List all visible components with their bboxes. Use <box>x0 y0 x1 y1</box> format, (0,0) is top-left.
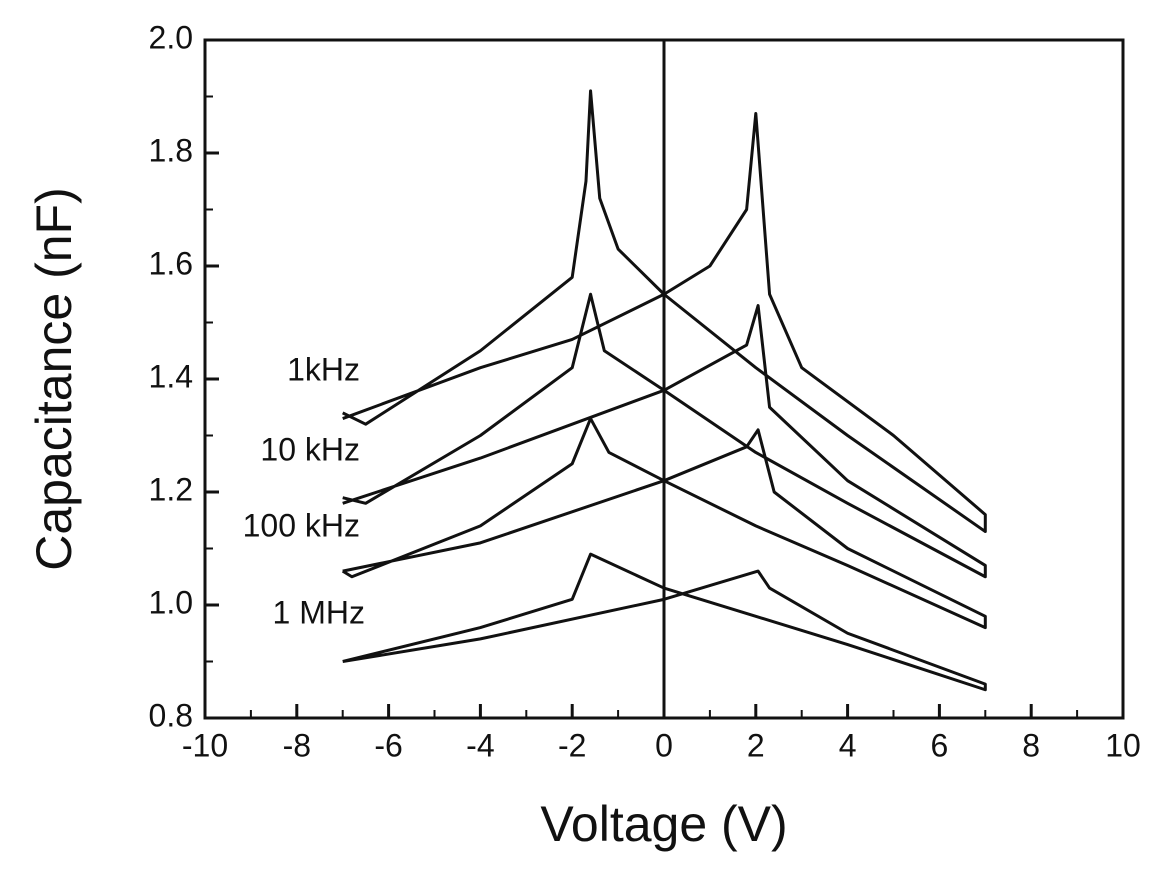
series-label: 1 MHz <box>273 594 365 630</box>
series-line <box>342 552 987 692</box>
y-tick-label: 1.2 <box>149 471 193 507</box>
series-label: 1kHz <box>287 351 360 387</box>
x-tick-label: -2 <box>558 727 586 763</box>
y-axis-title: Capacitance (nF) <box>26 187 82 571</box>
series-label: 100 kHz <box>243 507 360 543</box>
x-tick-label: -6 <box>374 727 402 763</box>
y-tick-label: 1.0 <box>149 584 193 620</box>
x-tick-label: 2 <box>747 727 765 763</box>
x-axis-title: Voltage (V) <box>540 796 787 852</box>
series-line <box>342 292 987 579</box>
series-line <box>342 89 987 534</box>
x-tick-label: -10 <box>182 727 228 763</box>
x-tick-label: -4 <box>466 727 494 763</box>
y-tick-label: 1.8 <box>149 132 193 168</box>
y-tick-label: 1.6 <box>149 245 193 281</box>
y-tick-label: 0.8 <box>149 697 193 733</box>
series-line <box>341 417 987 630</box>
x-tick-label: -8 <box>283 727 311 763</box>
x-tick-label: 8 <box>1022 727 1040 763</box>
x-tick-label: 10 <box>1105 727 1141 763</box>
x-tick-label: 6 <box>931 727 949 763</box>
x-tick-label: 4 <box>839 727 857 763</box>
y-tick-label: 1.4 <box>149 358 193 394</box>
x-tick-label: 0 <box>655 727 673 763</box>
y-tick-label: 2.0 <box>149 19 193 55</box>
series-label: 10 kHz <box>260 431 360 467</box>
